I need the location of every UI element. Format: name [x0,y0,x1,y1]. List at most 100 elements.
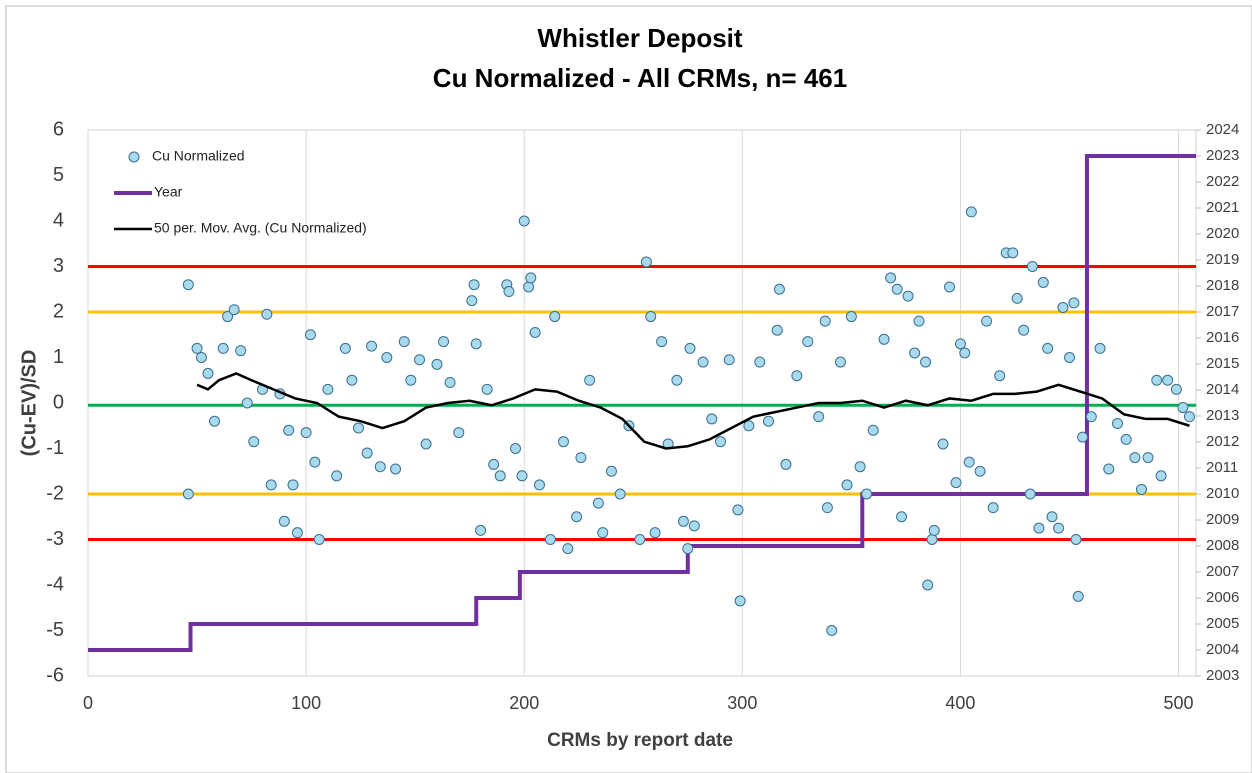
point [217,342,229,354]
point [352,422,364,434]
point [640,256,652,268]
point [182,279,194,291]
point [1046,511,1058,523]
y2-tick-label: 2010 [1206,485,1239,502]
y2-tick-label: 2019 [1206,251,1239,268]
point [987,502,999,514]
y2-tick-label: 2024 [1206,121,1239,138]
point [723,354,735,366]
chart-subtitle: Cu Normalized - All CRMs, n= 461 [433,63,847,93]
point [920,356,932,368]
point [1170,383,1182,395]
point [1037,276,1049,288]
legend-label: 50 per. Mov. Avg. (Cu Normalized) [154,220,367,236]
point [937,438,949,450]
point [261,308,273,320]
point [813,411,825,423]
point [228,304,240,316]
point [1057,301,1069,313]
point [481,383,493,395]
x-tick-label: 100 [291,693,321,713]
y2-tick-label: 2020 [1206,225,1239,242]
point [684,342,696,354]
point [771,324,783,336]
point [1085,411,1097,423]
point [677,515,689,527]
point [965,206,977,218]
y2-tick-label: 2005 [1206,615,1239,632]
point [544,534,556,545]
point [287,479,299,491]
point [715,436,727,448]
point [902,290,914,302]
point [304,329,316,341]
y-tick-label: -5 [46,619,64,641]
legend-marker [128,151,140,163]
point [834,356,846,368]
y-tick-label: -3 [46,528,64,550]
point [854,461,866,473]
point [891,283,903,295]
point [470,338,482,350]
y2-tick-label: 2016 [1206,329,1239,346]
point [1151,374,1163,386]
point [488,458,500,470]
year-step-line [88,154,1196,652]
point [584,374,596,386]
x-tick-label: 0 [83,693,93,713]
point [974,465,986,477]
point [509,443,521,454]
point [265,479,277,491]
y-tick-label: 6 [53,118,64,140]
point [331,470,343,482]
point [963,456,975,468]
y-tick-label: -4 [46,573,64,595]
y-tick-label: 3 [53,255,64,277]
y2-tick-label: 2008 [1206,537,1239,554]
point [913,315,925,327]
point [209,415,221,427]
point [928,524,940,536]
point [1011,292,1023,304]
point [1026,261,1038,272]
y-tick-label: -6 [46,664,64,686]
point [291,527,303,539]
point [1142,452,1154,464]
point [466,295,478,307]
point [575,452,587,464]
point [381,352,393,363]
point [734,595,746,607]
point [529,326,541,338]
y2-tick-label: 2006 [1206,589,1239,606]
y2-tick-label: 2014 [1206,381,1239,398]
point [1103,463,1115,475]
point [697,356,709,368]
point [605,465,617,477]
point [525,272,537,284]
point [649,527,661,539]
y2-tick-label: 2007 [1206,563,1239,580]
point [475,524,487,536]
point [202,367,214,379]
point [682,543,694,555]
point [1183,411,1195,423]
point [1077,431,1089,443]
point [1018,324,1030,336]
point [743,420,755,432]
point [802,336,814,348]
point [494,470,506,482]
point [1162,374,1174,386]
point [732,504,744,516]
point [1155,470,1167,482]
point [300,427,312,439]
point [821,502,833,514]
point [922,579,934,591]
y2-tick-label: 2022 [1206,173,1239,190]
x-tick-label: 200 [509,693,539,713]
point [861,488,873,500]
y2-tick-label: 2017 [1206,303,1239,320]
point [754,356,766,368]
point [1111,417,1123,429]
point [339,342,351,354]
